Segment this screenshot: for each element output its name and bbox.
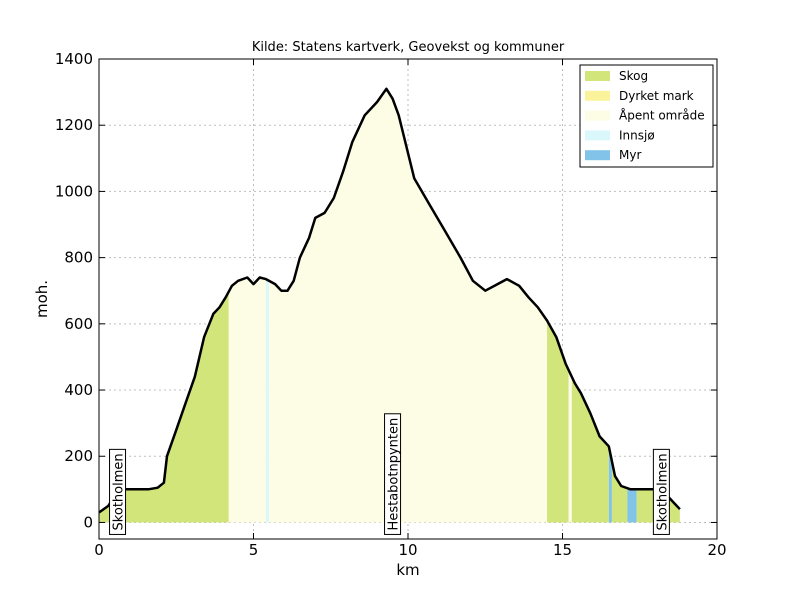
y-tick-label: 1000 [55,182,93,200]
place-annotation: Hestabotnpynten [384,413,402,535]
x-tick-label: 20 [707,541,726,559]
place-annotation: Skotholmen [652,448,670,535]
y-tick-label: 1400 [55,50,93,68]
legend-swatch-dyrket-mark [585,90,610,101]
place-annotation-box [384,413,402,535]
x-tick-label: 10 [398,541,417,559]
place-annotation-box [109,448,127,535]
legend: Skog Dyrket mark Åpent område Innsjø Myr [579,64,714,168]
place-annotation-label: Hestabotnpynten [387,418,402,531]
y-tick-label: 400 [64,381,93,399]
chart-title: Kilde: Statens kartverk, Geovekst og kom… [252,40,565,55]
place-annotation-label: Skotholmen [112,453,127,530]
profile-line [98,87,681,514]
legend-label-skog: Skog [619,69,648,83]
legend-label-dyrket-mark: Dyrket mark [619,89,694,103]
place-annotation-box [652,448,670,535]
legend-label--pent-omr-de: Åpent område [619,108,705,123]
legend-label-myr: Myr [619,148,641,162]
legend-swatch--pent-omr-de [585,110,610,121]
y-tick-label: 800 [64,249,93,267]
x-axis-label: km [396,561,419,579]
x-tick-label: 0 [94,541,104,559]
legend-swatch-innsj- [585,130,610,141]
y-tick-label: 200 [64,447,93,465]
place-annotation: Skotholmen [109,448,127,535]
place-annotation-label: Skotholmen [655,453,670,530]
x-tick-label: 5 [249,541,259,559]
legend-label-innsj-: Innsjø [619,128,655,142]
landcover-innsj--area [265,88,269,523]
y-tick-label: 600 [64,315,93,333]
x-tick-label: 15 [553,541,572,559]
y-axis-label: moh. [33,280,51,318]
y-tick-label: 0 [83,513,93,531]
legend-swatch-skog [585,71,610,81]
y-tick-label: 1200 [55,116,93,134]
legend-swatch-myr [585,150,610,161]
